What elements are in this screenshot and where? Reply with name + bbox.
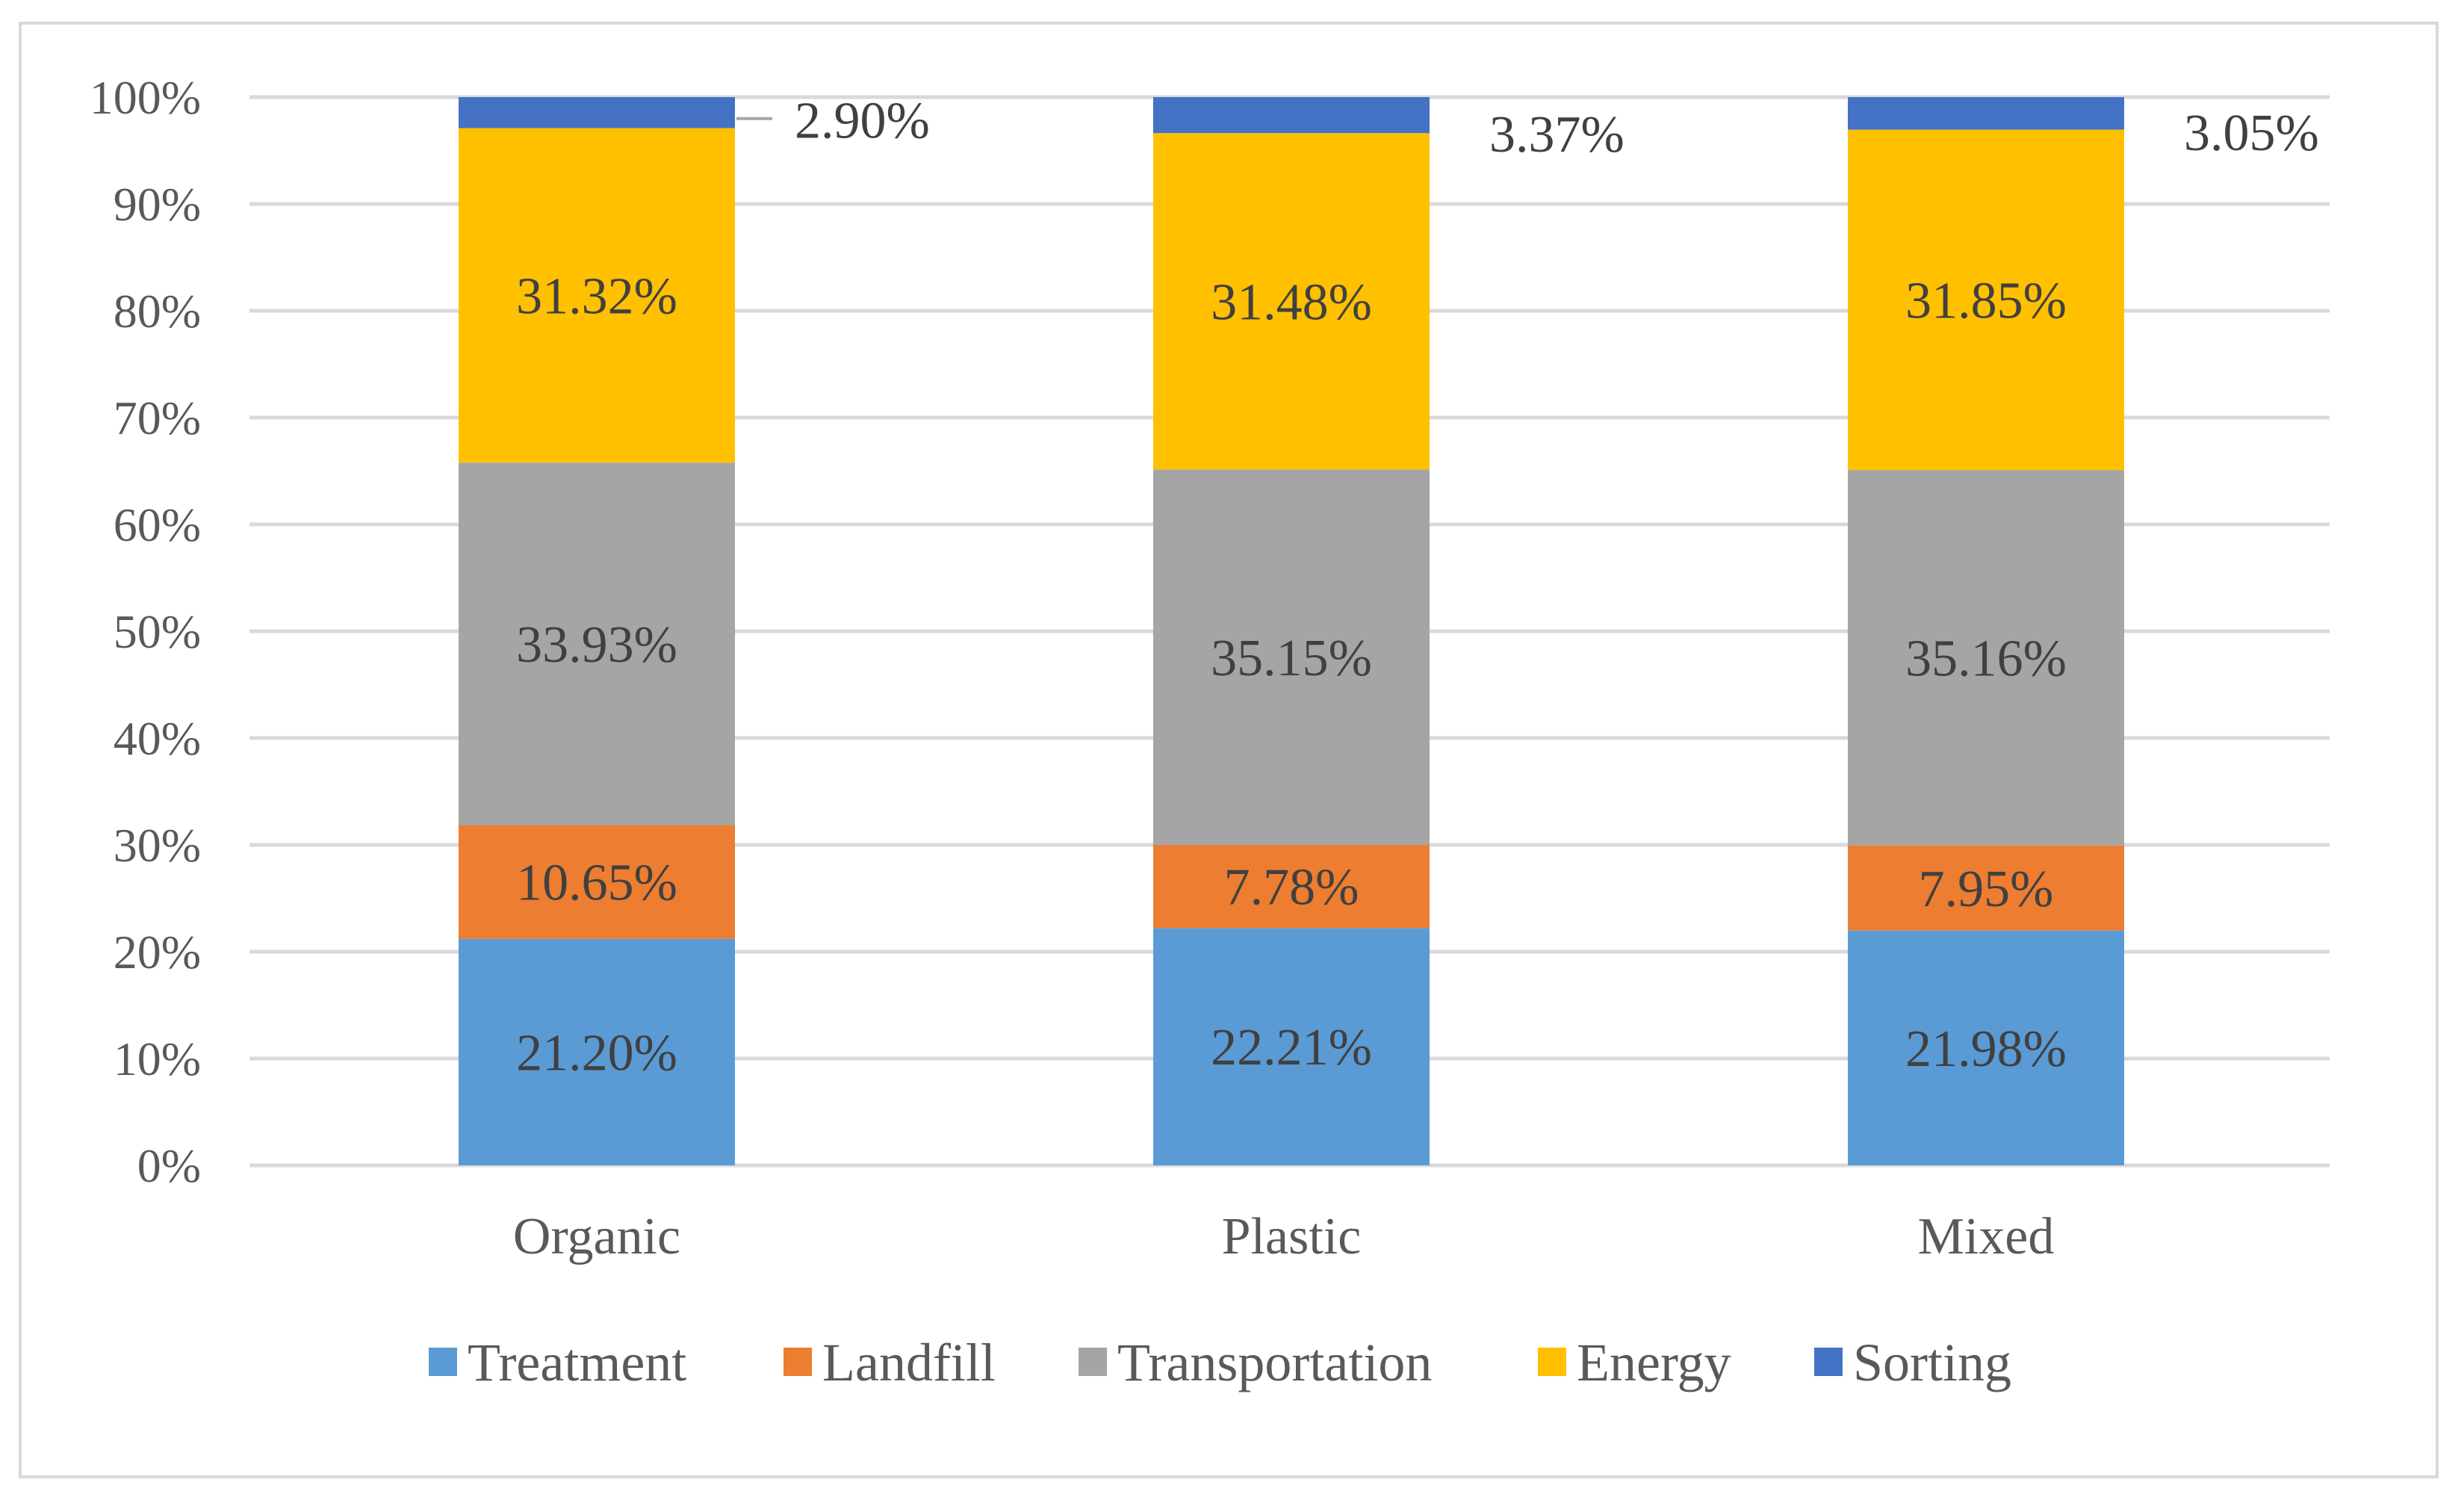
y-tick-label: 60%	[114, 498, 201, 551]
data-label: 33.93%	[516, 616, 677, 674]
legend-swatch	[1079, 1348, 1107, 1376]
stacked-bar-chart: 0% 10% 20% 30% 40% 50% 60% 70% 80% 90% 100% 21.20%…	[90, 71, 2330, 1392]
legend: Treatment Landfill Transportation Energy Sor…	[429, 1333, 2011, 1392]
bar-segment-transportation	[1153, 469, 1430, 846]
y-tick-label: 20%	[114, 926, 201, 979]
data-label: 35.16%	[1905, 630, 2067, 688]
y-tick-label: 10%	[114, 1032, 201, 1085]
bar-segment-energy	[1848, 129, 2124, 471]
bar-segment-energy	[459, 128, 735, 463]
data-label: 22.21%	[1211, 1019, 1372, 1076]
bar-segment-treatment	[459, 938, 735, 1165]
y-tick-label: 0%	[137, 1139, 201, 1192]
y-tick-label: 40%	[114, 712, 201, 765]
bar-segment-energy	[1153, 133, 1430, 470]
data-label: 3.37%	[1489, 106, 1624, 164]
category-label: Plastic	[1222, 1208, 1362, 1265]
data-label: 10.65%	[516, 855, 677, 912]
legend-label: Sorting	[1853, 1333, 2011, 1392]
data-label: 2.90%	[795, 93, 930, 150]
legend-swatch	[783, 1348, 812, 1376]
legend-label: Landfill	[822, 1333, 996, 1392]
bar-segment-sorting	[1848, 97, 2124, 130]
chart-frame: 0% 10% 20% 30% 40% 50% 60% 70% 80% 90% 100% 21.20%…	[19, 22, 2439, 1478]
bar-segment-transportation	[1848, 470, 2124, 846]
y-tick-label: 90%	[114, 178, 201, 231]
bars	[459, 97, 2124, 1165]
bar-segment-landfill	[1848, 845, 2124, 931]
bar-segment-sorting	[459, 97, 735, 128]
data-label: 7.95%	[1919, 861, 2054, 918]
legend-swatch	[1814, 1348, 1843, 1376]
data-label: 21.98%	[1905, 1020, 2067, 1078]
y-axis-ticks: 0% 10% 20% 30% 40% 50% 60% 70% 80% 90% 100%	[90, 71, 201, 1192]
legend-swatch	[1538, 1348, 1566, 1376]
data-label: 3.05%	[2184, 105, 2319, 162]
y-tick-label: 80%	[114, 285, 201, 338]
data-label: 31.32%	[516, 267, 677, 325]
x-axis-categories: Organic Plastic Mixed	[513, 1208, 2054, 1265]
bar-segment-landfill	[1153, 845, 1430, 929]
bar-segment-treatment	[1848, 930, 2124, 1165]
legend-swatch	[429, 1348, 457, 1376]
y-tick-label: 70%	[114, 391, 201, 444]
bar-segment-landfill	[459, 825, 735, 939]
legend-label: Energy	[1577, 1333, 1731, 1392]
y-tick-label: 50%	[114, 605, 201, 658]
category-label: Organic	[513, 1208, 680, 1265]
y-tick-label: 30%	[114, 819, 201, 872]
data-label: 31.48%	[1211, 273, 1372, 331]
legend-label: Transportation	[1117, 1333, 1432, 1392]
bar-segment-treatment	[1153, 928, 1430, 1165]
bar-segment-transportation	[459, 462, 735, 825]
data-label: 35.15%	[1211, 630, 1372, 687]
data-label: 31.85%	[1905, 272, 2067, 329]
data-label: 7.78%	[1224, 859, 1359, 917]
data-labels: 21.20% 10.65% 33.93% 31.32% 2.90% 22.21% 7.78%…	[516, 93, 2319, 1082]
bar-segment-sorting	[1153, 97, 1430, 134]
data-label: 21.20%	[516, 1024, 677, 1082]
legend-label: Treatment	[468, 1333, 686, 1392]
category-label: Mixed	[1918, 1208, 2055, 1265]
y-tick-label: 100%	[90, 71, 201, 124]
